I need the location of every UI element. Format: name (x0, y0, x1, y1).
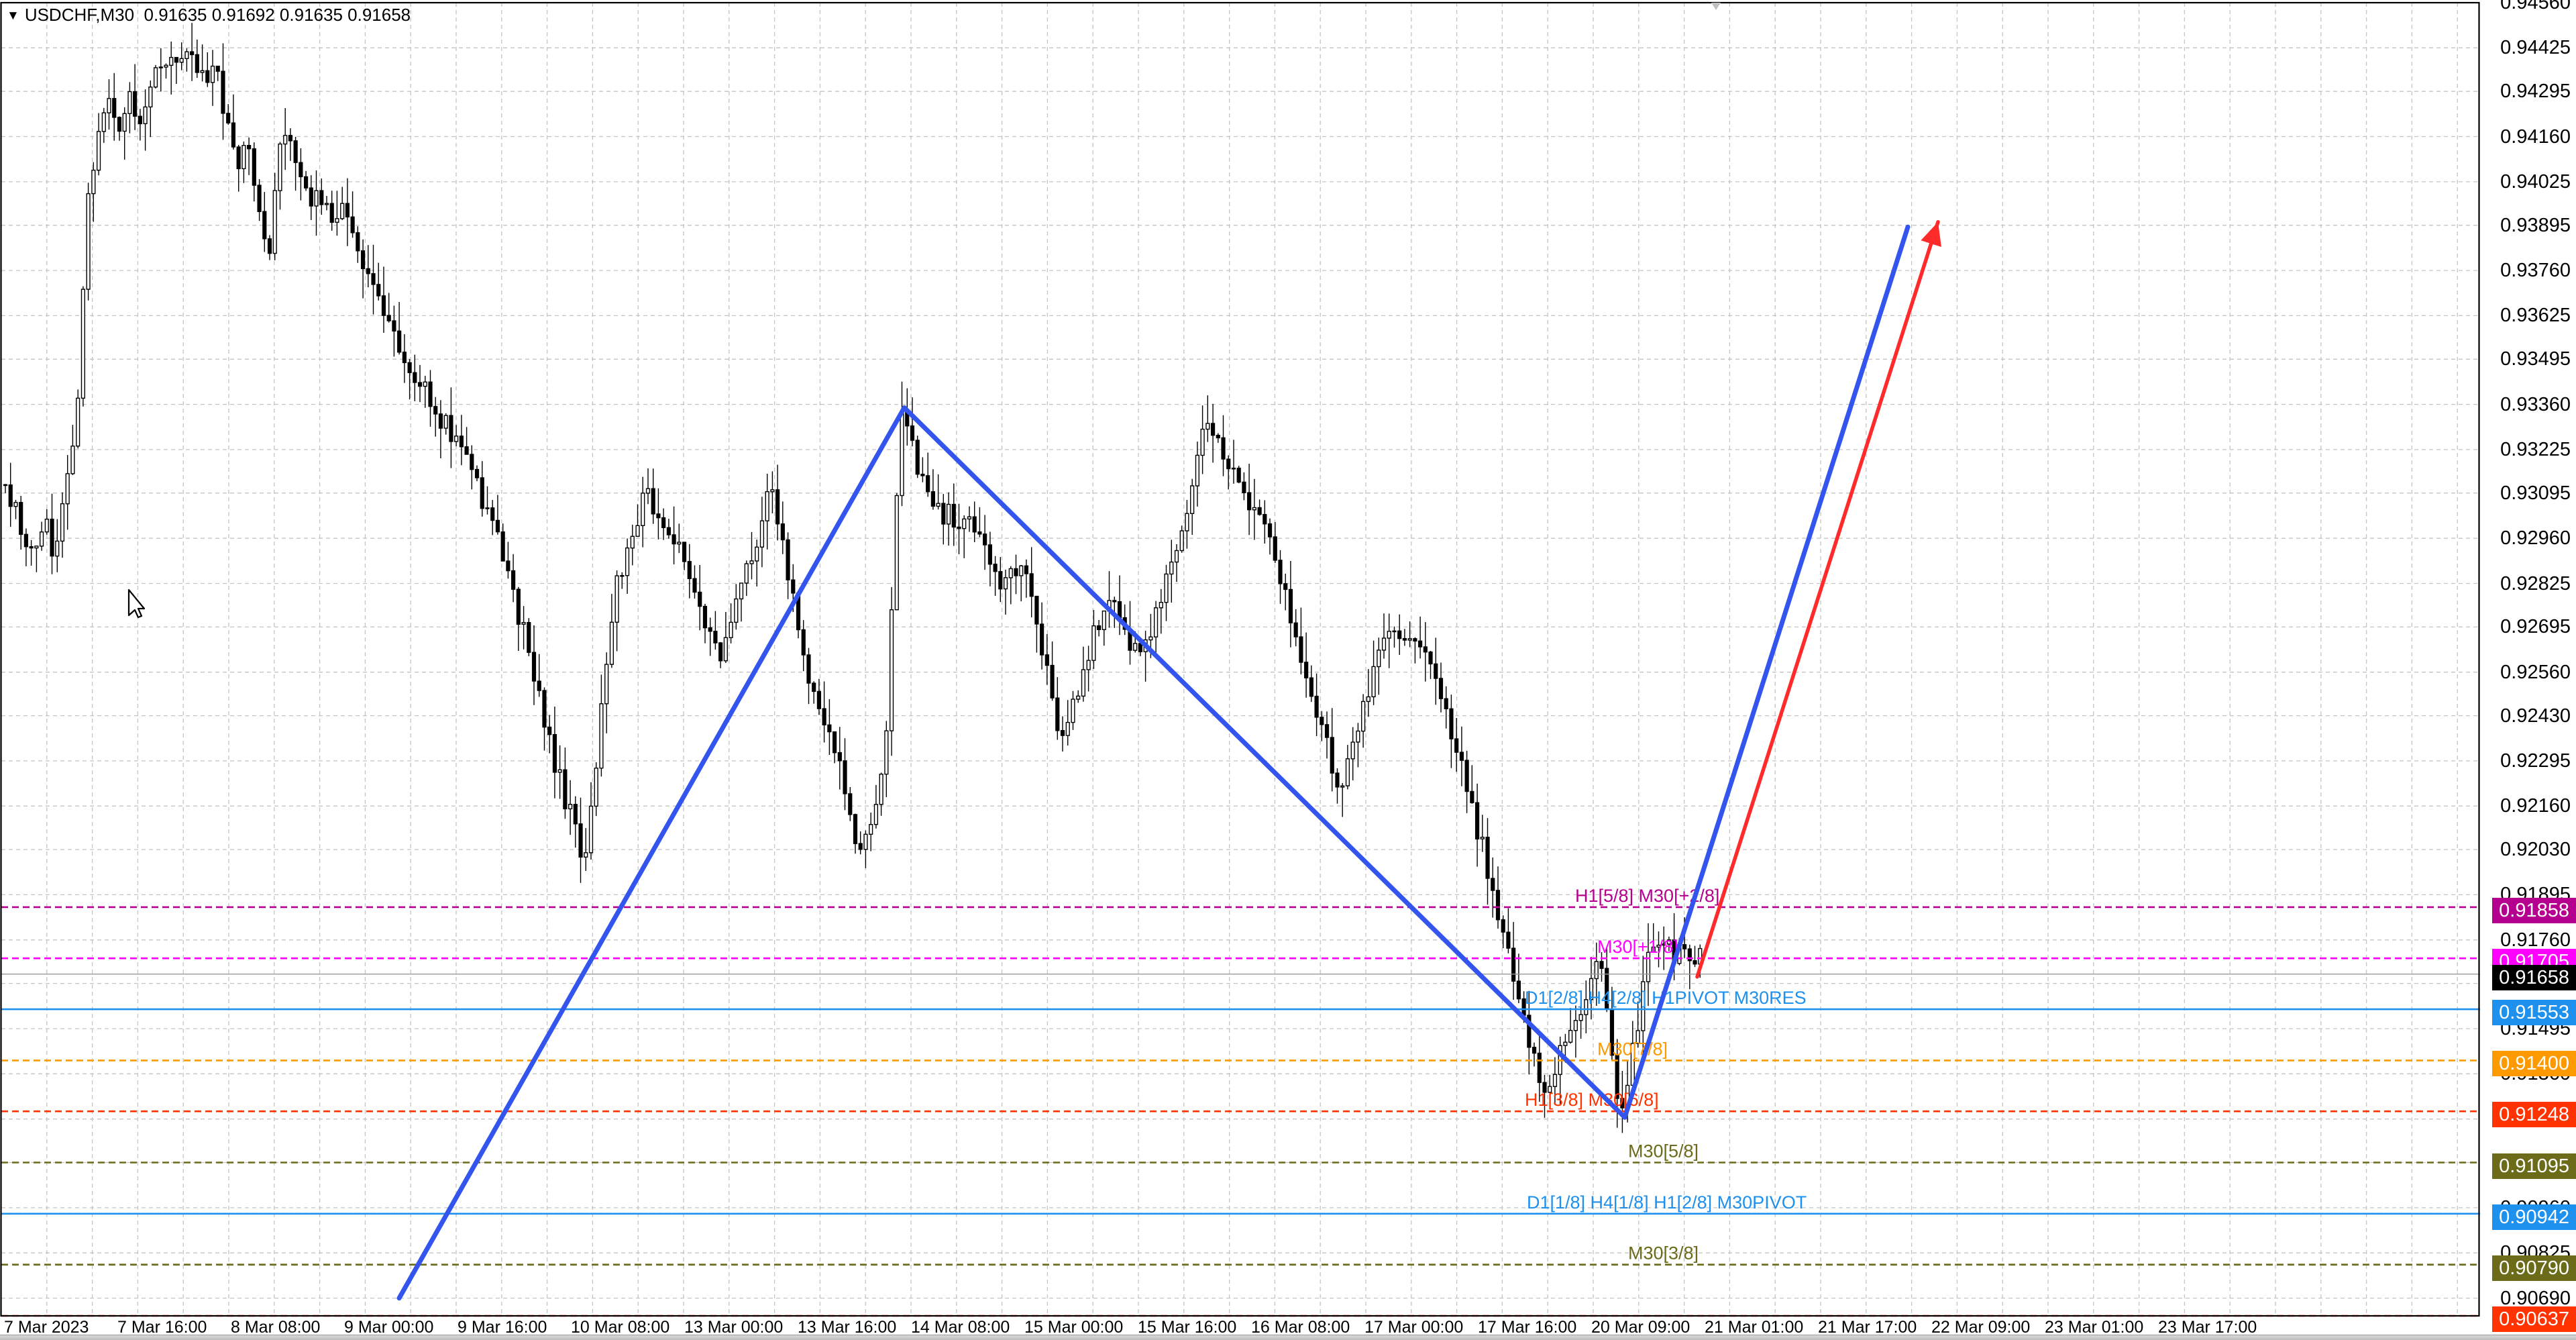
svg-text:M30[5/8]: M30[5/8] (1628, 1141, 1699, 1162)
svg-text:H1[3/8] M30[6/8]: H1[3/8] M30[6/8] (1525, 1090, 1659, 1110)
svg-text:M30[+1/8]: M30[+1/8] (1597, 937, 1678, 957)
svg-text:D1[1/8] H4[1/8] H1[2/8] M30PIV: D1[1/8] H4[1/8] H1[2/8] M30PIVOT (1527, 1192, 1807, 1213)
svg-text:M30[7/8]: M30[7/8] (1597, 1039, 1668, 1059)
svg-text:M30[3/8]: M30[3/8] (1628, 1243, 1699, 1264)
